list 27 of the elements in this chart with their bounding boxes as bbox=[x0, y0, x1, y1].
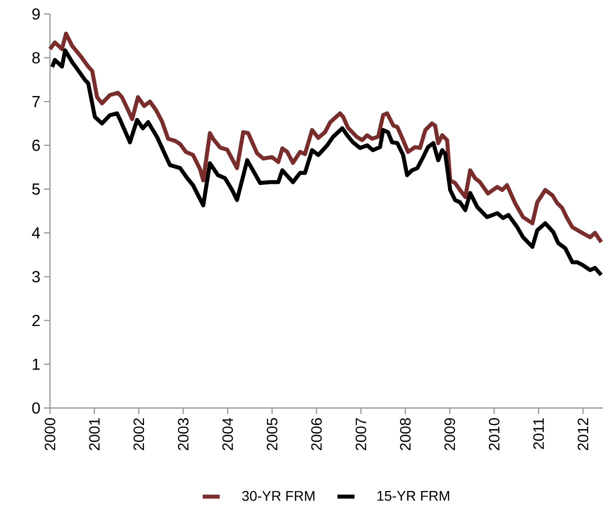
x-tick-label: 2001 bbox=[89, 418, 100, 450]
y-tick-label: 2 bbox=[32, 314, 40, 326]
x-tick-label: 2003 bbox=[178, 418, 189, 450]
y-tick-label: 0 bbox=[32, 402, 40, 414]
x-tick-label: 2007 bbox=[356, 418, 366, 450]
x-tick-label: 2012 bbox=[578, 418, 588, 450]
x-tick-label: 2009 bbox=[444, 418, 456, 450]
y-tick-label: 4 bbox=[32, 227, 40, 238]
x-tick-label: 2006 bbox=[311, 418, 322, 450]
y-tick-label: 7 bbox=[32, 96, 40, 108]
x-tick-label: 2005 bbox=[266, 418, 278, 450]
x-tick-label: 2011 bbox=[533, 418, 544, 450]
y-tick-label: 9 bbox=[32, 8, 40, 20]
line-series bbox=[48, 32, 604, 244]
line-series bbox=[50, 48, 604, 277]
x-tick-label: 2002 bbox=[134, 418, 144, 450]
x-tick-label: 2000 bbox=[44, 418, 56, 450]
x-tick-label: 2010 bbox=[488, 418, 500, 450]
legend-label: 30-YR FRM bbox=[242, 490, 314, 501]
y-tick-label: 8 bbox=[32, 52, 40, 64]
y-tick-label: 3 bbox=[32, 271, 40, 282]
y-tick-label: 1 bbox=[32, 358, 40, 370]
x-tick-label: 2008 bbox=[400, 418, 411, 450]
legend-label: 15-YR FRM bbox=[377, 491, 450, 501]
x-tick-label: 2004 bbox=[222, 418, 233, 450]
y-tick-label: 5 bbox=[32, 184, 40, 195]
y-tick-label: 6 bbox=[32, 140, 40, 151]
